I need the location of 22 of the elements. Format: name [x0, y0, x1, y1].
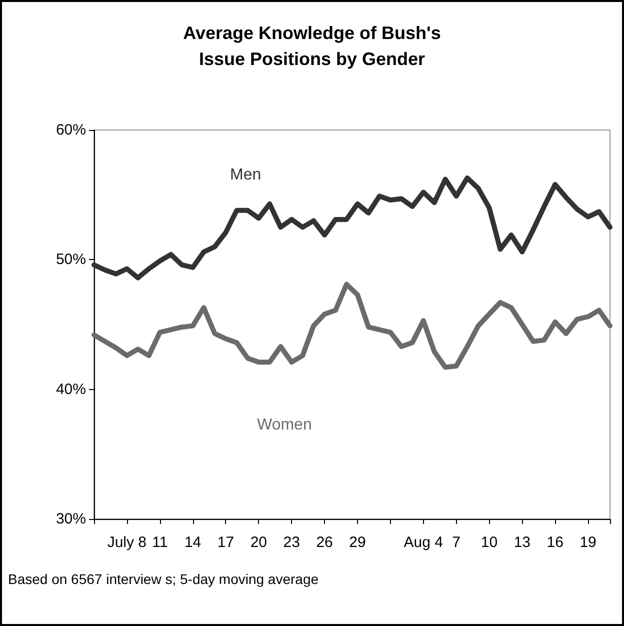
text: Women [257, 416, 312, 434]
text: Based on 6567 interview s; 5-day moving average [8, 571, 319, 587]
x-tick-label: 23 [283, 534, 300, 551]
x-tick-label: 7 [452, 534, 460, 551]
x-tick-label: 16 [546, 534, 564, 551]
x-tick-label: 29 [349, 534, 366, 551]
x-tick-label: Aug 4 [404, 534, 443, 551]
x-tick-label: 17 [217, 534, 234, 551]
x-tick-label: 14 [184, 534, 202, 551]
y-tick-label: 30% [56, 510, 86, 528]
chart-title: Average Knowledge of Bush's Issue Positions by Gender [183, 23, 441, 69]
x-tick-label: 10 [480, 534, 498, 551]
x-tick-label: 26 [316, 534, 333, 551]
x-tick-label: 13 [514, 534, 531, 551]
y-tick-label: 50% [56, 251, 86, 268]
y-tick-label: 60% [56, 122, 86, 138]
x-tick-label: July 8 [107, 534, 147, 551]
x-tick-label: 20 [250, 534, 268, 551]
y-tick-label: 40% [56, 380, 86, 398]
x-tick-label: 11 [152, 534, 168, 551]
series-label: Men [230, 166, 262, 184]
x-tick-label: 19 [580, 534, 596, 551]
